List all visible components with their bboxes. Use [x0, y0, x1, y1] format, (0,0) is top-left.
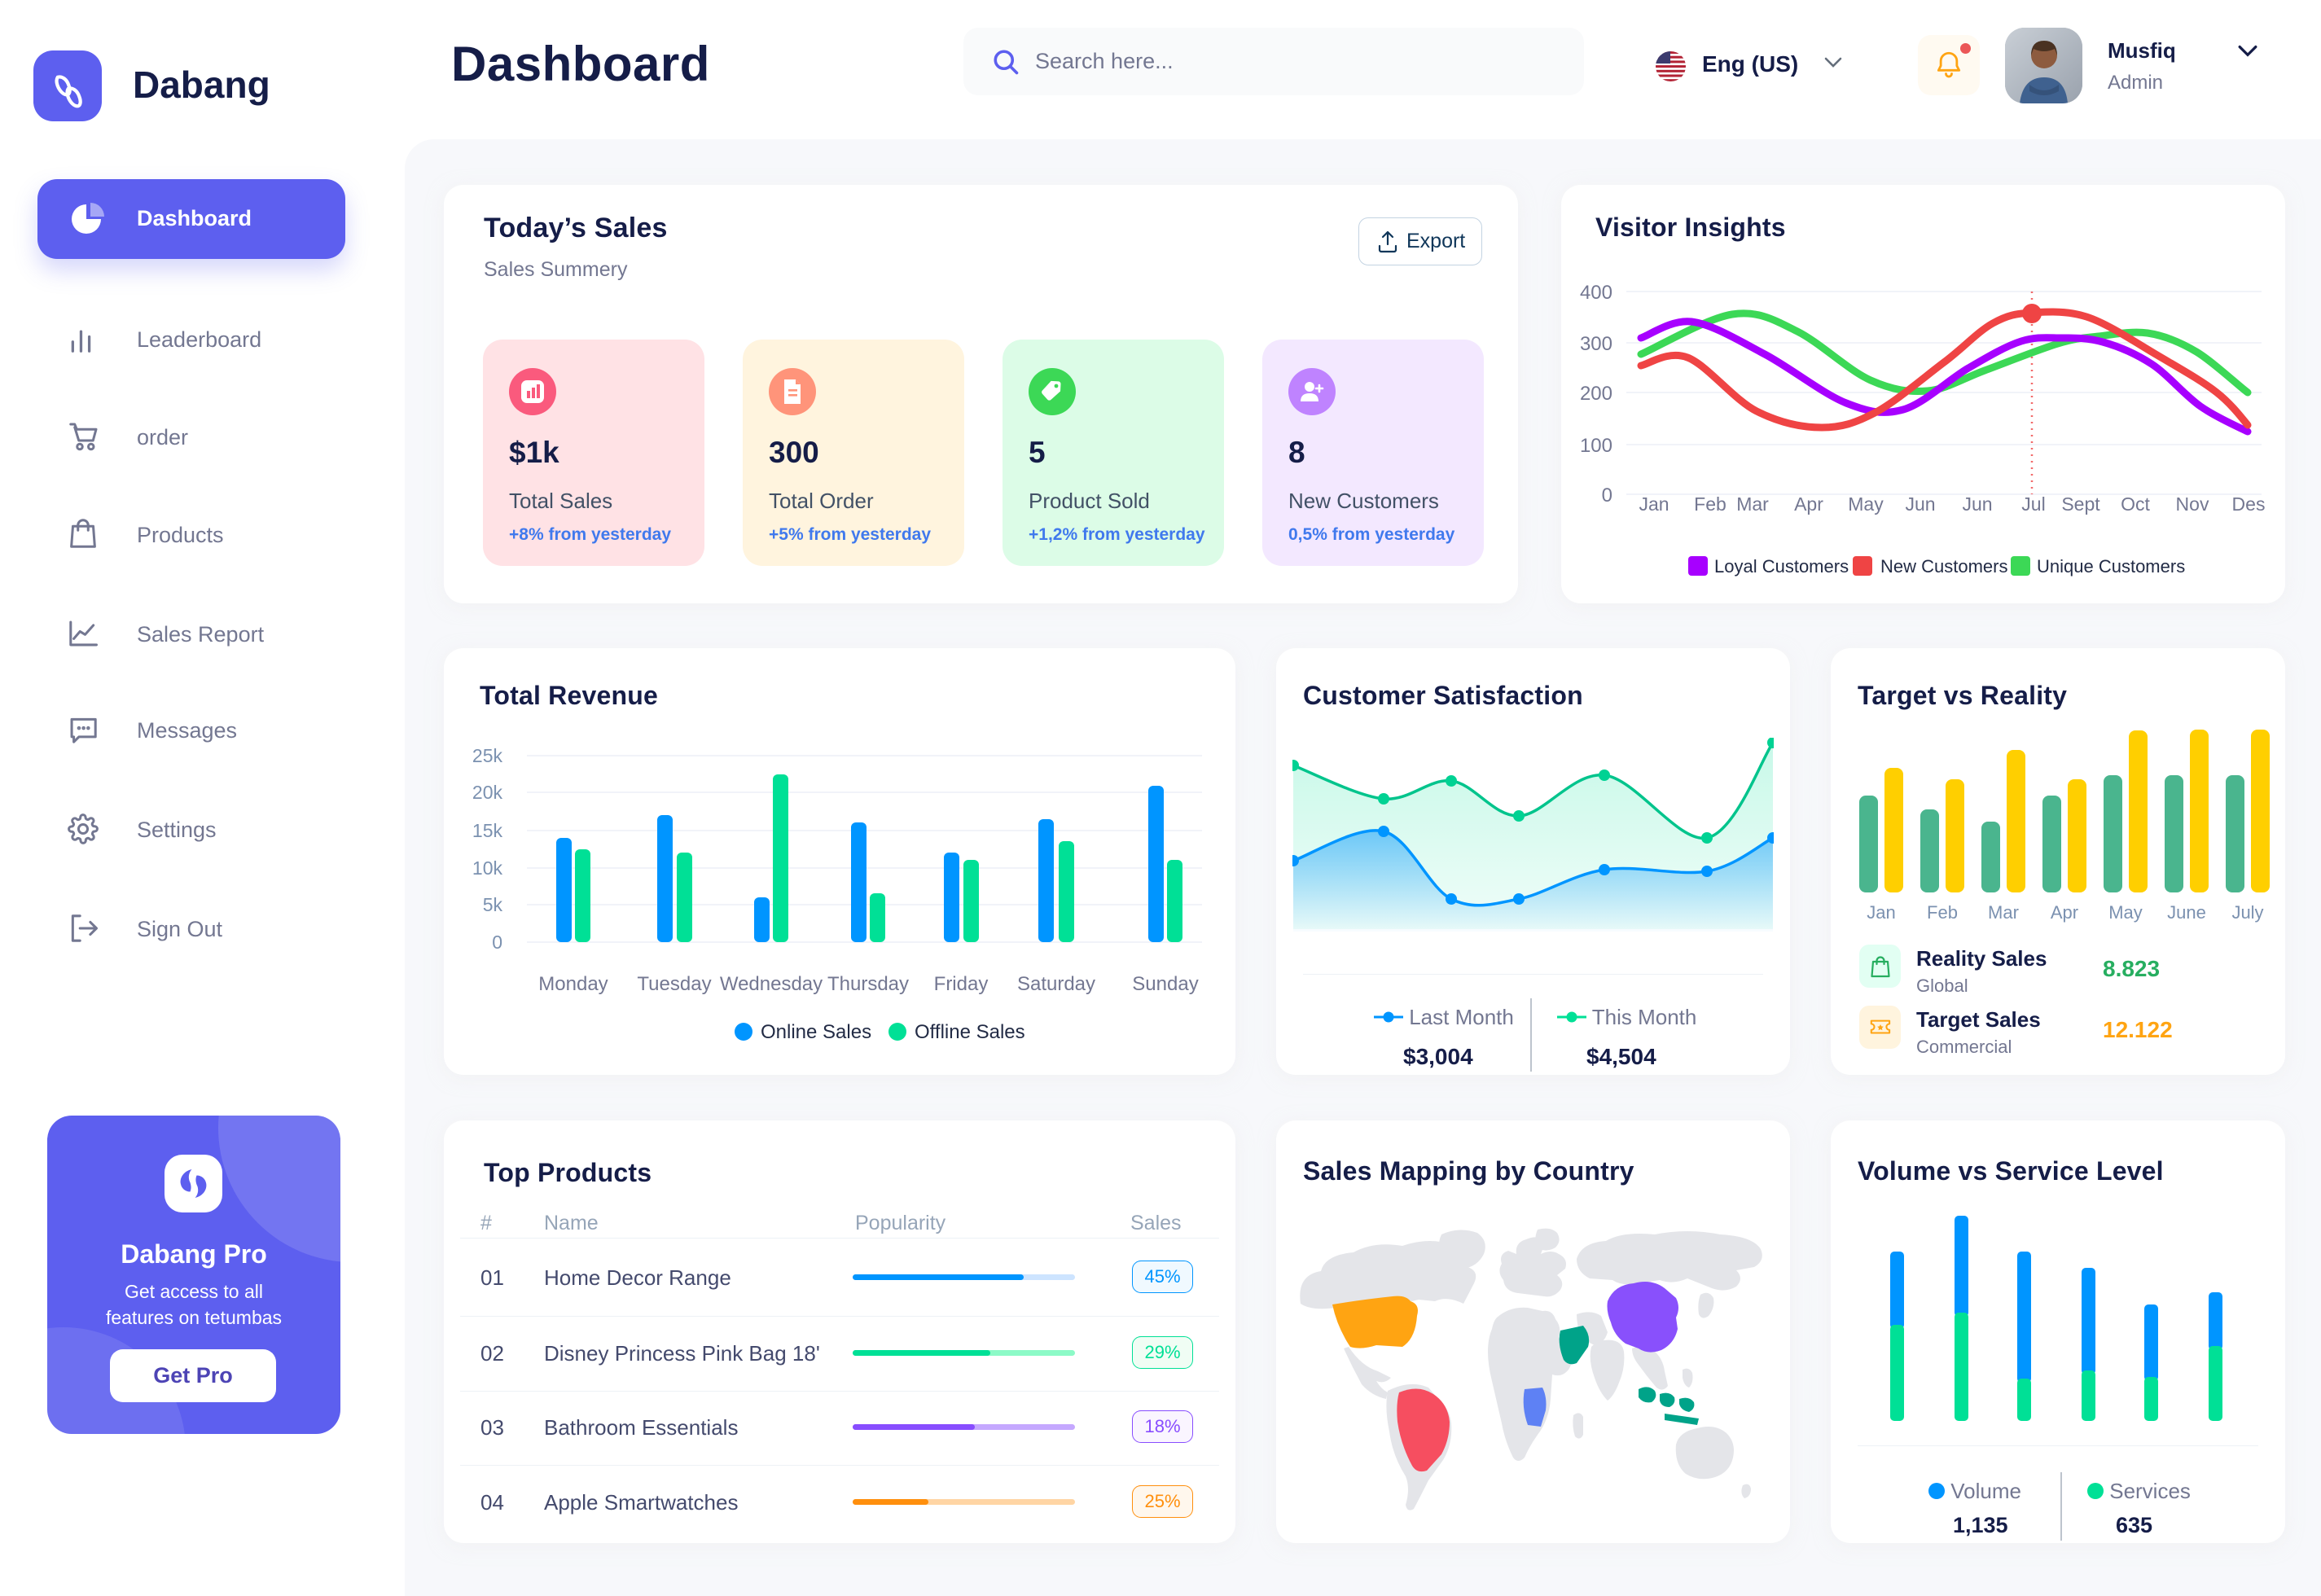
svg-text:100: 100 — [1580, 435, 1612, 457]
svg-text:25k: 25k — [472, 745, 503, 766]
svg-text:Thursday: Thursday — [827, 973, 909, 995]
svg-text:0: 0 — [492, 932, 502, 953]
svg-text:July: July — [2231, 902, 2263, 923]
svg-text:Apr: Apr — [2051, 902, 2078, 923]
svg-text:Sept: Sept — [2061, 493, 2100, 515]
svg-text:Jun: Jun — [1905, 493, 1935, 515]
svg-text:Sunday: Sunday — [1132, 973, 1198, 995]
svg-text:200: 200 — [1580, 383, 1612, 405]
svg-text:0: 0 — [1602, 484, 1612, 506]
svg-text:Nov: Nov — [2176, 493, 2209, 515]
svg-text:300: 300 — [1580, 333, 1612, 355]
svg-text:20k: 20k — [472, 782, 503, 803]
svg-text:Jan: Jan — [1639, 493, 1669, 515]
svg-text:Feb: Feb — [1694, 493, 1726, 515]
svg-text:15k: 15k — [472, 820, 503, 841]
svg-text:June: June — [2167, 902, 2206, 923]
svg-text:Jun: Jun — [1962, 493, 1992, 515]
svg-text:May: May — [2108, 902, 2143, 923]
svg-text:Mar: Mar — [1736, 493, 1769, 515]
svg-text:Des: Des — [2232, 493, 2266, 515]
svg-text:Mar: Mar — [1988, 902, 2019, 923]
svg-text:Jul: Jul — [2021, 493, 2045, 515]
svg-text:10k: 10k — [472, 857, 503, 879]
svg-text:Friday: Friday — [934, 973, 989, 995]
svg-text:400: 400 — [1580, 282, 1612, 304]
svg-text:Saturday: Saturday — [1017, 973, 1095, 995]
svg-text:May: May — [1848, 493, 1884, 515]
svg-text:Feb: Feb — [1927, 902, 1958, 923]
svg-text:Monday: Monday — [538, 973, 608, 995]
svg-text:5k: 5k — [483, 894, 503, 915]
svg-text:Jan: Jan — [1867, 902, 1895, 923]
svg-text:Tuesday: Tuesday — [637, 973, 711, 995]
svg-text:Wednesday: Wednesday — [720, 973, 823, 995]
svg-text:Oct: Oct — [2121, 493, 2150, 515]
svg-text:Apr: Apr — [1794, 493, 1823, 515]
